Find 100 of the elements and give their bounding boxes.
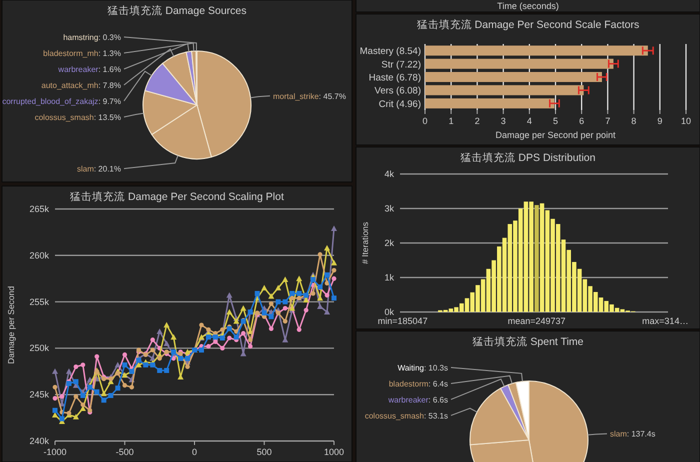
data-label: : 1.6% <box>98 65 121 74</box>
point <box>101 398 106 403</box>
point <box>332 268 336 273</box>
y-tick-label: Haste (6.78) <box>368 72 421 84</box>
x-tick-label: 4 <box>526 116 532 126</box>
bar <box>425 58 614 69</box>
point <box>331 260 337 266</box>
slice-label: slam <box>76 164 94 174</box>
point <box>332 276 336 281</box>
y-axis-title: Damage per Second <box>6 286 16 364</box>
x-tick-label: 500 <box>256 447 272 457</box>
point <box>52 408 58 413</box>
chart-title: 猛击填充流 Damage Per Second Scaling Plot <box>70 190 284 203</box>
point <box>248 344 253 349</box>
x-tick-label: -500 <box>116 447 134 457</box>
point <box>156 328 163 334</box>
point <box>94 389 100 394</box>
point <box>198 348 204 353</box>
bar <box>425 85 584 96</box>
point <box>206 344 211 349</box>
point <box>324 244 330 250</box>
point <box>254 290 260 296</box>
x-tick-label: min=185047 <box>378 316 428 326</box>
point <box>72 414 79 420</box>
point <box>234 334 239 340</box>
point <box>122 362 128 368</box>
slice-label: colossus_smash <box>34 113 94 122</box>
point <box>296 290 302 296</box>
slice-label: bladestorm_mh <box>43 49 98 58</box>
point <box>199 322 204 328</box>
slice-label: corrupted_blood_of_zakajz <box>2 97 98 106</box>
y-tick-label: Crit (4.96) <box>378 98 421 110</box>
y-tick-label: 250k <box>29 343 50 354</box>
point <box>108 393 114 398</box>
point <box>52 412 58 418</box>
y-tick-label: 2k <box>384 238 394 248</box>
point <box>233 318 240 324</box>
point <box>276 299 281 304</box>
bar <box>425 98 554 108</box>
point <box>87 384 92 390</box>
data-label: : 10.3s <box>424 363 448 372</box>
point <box>80 402 86 408</box>
data-label: : 45.7% <box>318 92 346 101</box>
point <box>136 358 142 363</box>
x-tick-label: 0 <box>422 116 428 126</box>
point <box>164 340 170 346</box>
y-tick-label: 260k <box>29 250 50 260</box>
point <box>80 393 86 398</box>
point <box>185 356 190 361</box>
y-tick-label: Str (7.22) <box>381 59 421 70</box>
point <box>275 284 282 290</box>
data-label: : 20.1% <box>94 164 121 174</box>
point <box>184 348 191 354</box>
point <box>296 276 302 282</box>
point <box>220 327 225 332</box>
data-label: : 9.7% <box>98 97 121 106</box>
data-label: : 6.6s <box>428 395 448 404</box>
point <box>122 383 128 388</box>
point <box>296 327 302 332</box>
y-tick-label: 0k <box>384 307 394 317</box>
point <box>290 290 295 296</box>
point <box>52 384 58 390</box>
slice-label: auto_attack_mh <box>41 81 98 90</box>
point <box>240 305 246 311</box>
x-tick-label: 10 <box>680 116 692 126</box>
point <box>304 308 308 312</box>
point <box>115 386 120 391</box>
point <box>206 334 211 340</box>
slice-label: colossus_smash <box>364 411 424 420</box>
point <box>226 309 232 315</box>
point <box>248 338 253 342</box>
point <box>318 252 322 257</box>
point <box>282 276 288 282</box>
x-tick-label: 3 <box>500 116 506 126</box>
data-label: : 53.1s <box>424 411 448 420</box>
point <box>80 362 86 368</box>
y-tick-label: 3k <box>384 204 394 214</box>
point <box>100 390 107 396</box>
text: Time (seconds) <box>497 1 559 11</box>
bar <box>425 72 602 82</box>
point <box>164 368 170 373</box>
slice-label: mortal_strike <box>273 92 320 101</box>
point <box>157 356 162 361</box>
point <box>310 277 316 282</box>
point <box>74 394 78 399</box>
point <box>94 354 100 359</box>
chart-title: 猛击填充流 DPS Distribution <box>460 151 596 164</box>
chart-title: 猛击填充流 Damage Sources <box>107 4 247 17</box>
point <box>261 284 268 290</box>
y-tick-label: 255k <box>29 296 50 307</box>
x-tick-label: 8 <box>631 116 636 126</box>
point <box>73 379 78 384</box>
y-tick-label: 240k <box>29 436 50 446</box>
point <box>290 296 294 300</box>
bar <box>534 205 539 312</box>
point <box>241 331 246 336</box>
point <box>150 348 155 352</box>
chart-title: 猛击填充流 Damage Per Second Scale Factors <box>416 18 640 31</box>
point <box>157 368 162 373</box>
point <box>122 352 128 357</box>
